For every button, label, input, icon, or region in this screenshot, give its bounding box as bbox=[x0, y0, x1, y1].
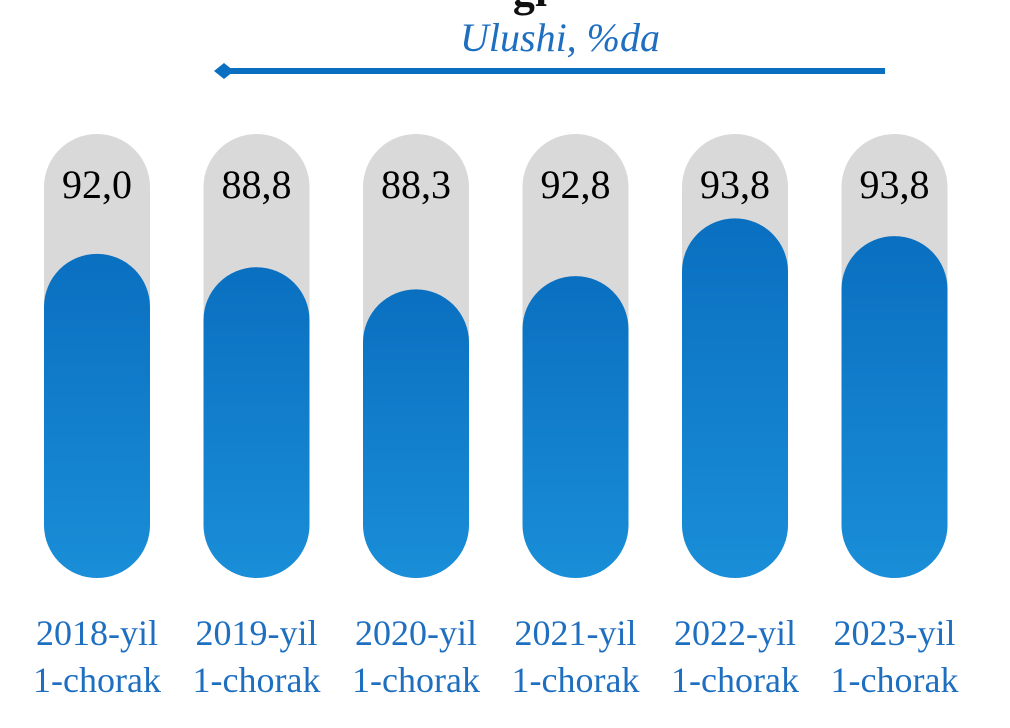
category-label-quarter: 1-chorak bbox=[831, 660, 959, 700]
bar-group bbox=[363, 134, 469, 578]
category-label-year: 2018-yil bbox=[36, 613, 158, 653]
bar-group bbox=[841, 134, 948, 578]
bar bbox=[841, 236, 948, 578]
category-label-quarter: 1-chorak bbox=[671, 660, 799, 700]
bar-group bbox=[203, 134, 310, 578]
category-label-year: 2023-yil bbox=[834, 613, 956, 653]
data-label: 88,8 bbox=[222, 162, 292, 207]
chart-title-fragment: gi bbox=[0, 0, 1010, 17]
direction-arrow bbox=[214, 63, 885, 79]
category-label-year: 2020-yil bbox=[355, 613, 477, 653]
bar bbox=[522, 276, 629, 578]
category-label-quarter: 1-chorak bbox=[512, 660, 640, 700]
bar bbox=[203, 267, 310, 578]
chart-subtitle: Ulushi, %da bbox=[460, 15, 660, 60]
bar bbox=[363, 289, 469, 578]
data-label: 93,8 bbox=[860, 162, 930, 207]
category-label-year: 2021-yil bbox=[515, 613, 637, 653]
bar-group bbox=[44, 134, 150, 578]
data-label: 92,0 bbox=[62, 162, 132, 207]
data-label: 92,8 bbox=[541, 162, 611, 207]
category-label-year: 2019-yil bbox=[196, 613, 318, 653]
category-label-quarter: 1-chorak bbox=[352, 660, 480, 700]
category-label-quarter: 1-chorak bbox=[193, 660, 321, 700]
category-label-year: 2022-yil bbox=[674, 613, 796, 653]
bar-group bbox=[522, 134, 629, 578]
bar bbox=[682, 218, 788, 579]
data-label: 93,8 bbox=[700, 162, 770, 207]
category-label-quarter: 1-chorak bbox=[33, 660, 161, 700]
data-label: 88,3 bbox=[381, 162, 451, 207]
bar bbox=[44, 253, 150, 578]
bar-group bbox=[682, 134, 788, 579]
